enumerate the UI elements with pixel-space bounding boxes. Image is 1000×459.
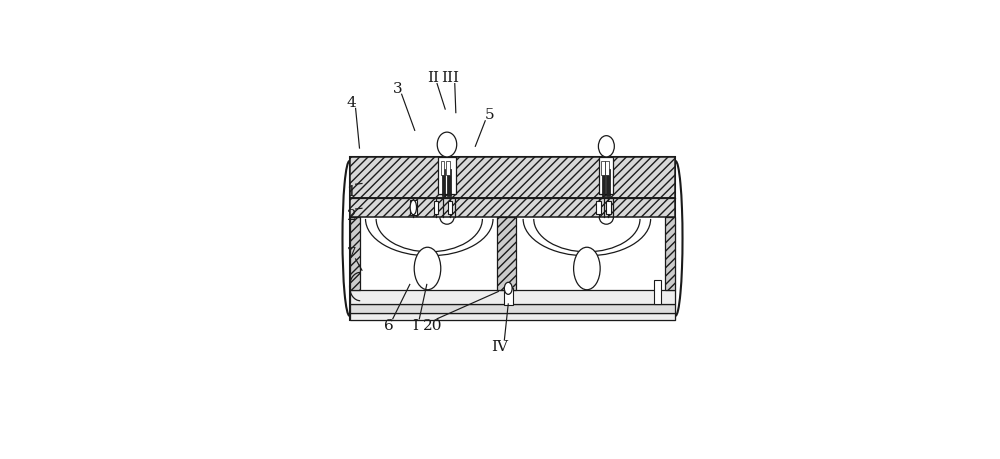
Text: IV: IV <box>492 340 509 353</box>
Bar <box>350 291 675 304</box>
Bar <box>442 170 445 196</box>
Bar <box>654 280 661 304</box>
Bar <box>350 218 360 291</box>
Text: I: I <box>412 319 418 332</box>
Text: 6: 6 <box>384 319 393 332</box>
Bar <box>497 218 516 291</box>
Bar <box>447 170 451 196</box>
Bar <box>410 200 417 216</box>
Bar <box>441 162 444 176</box>
Bar <box>350 198 675 218</box>
Ellipse shape <box>574 248 600 290</box>
Bar <box>599 157 613 195</box>
Bar <box>606 201 611 215</box>
Text: 4: 4 <box>346 96 356 110</box>
Text: 5: 5 <box>485 108 494 122</box>
Bar <box>601 162 605 176</box>
Text: II: II <box>427 71 439 85</box>
Bar <box>602 170 605 196</box>
Bar <box>504 289 512 306</box>
Ellipse shape <box>504 283 512 295</box>
Ellipse shape <box>437 133 457 157</box>
Text: 20: 20 <box>423 319 443 332</box>
Ellipse shape <box>410 201 417 215</box>
Bar <box>596 201 601 215</box>
Ellipse shape <box>598 136 614 157</box>
Bar <box>350 304 675 314</box>
Bar <box>434 201 438 215</box>
Text: 2: 2 <box>346 209 356 223</box>
Bar <box>606 170 610 196</box>
Bar <box>446 162 450 176</box>
Text: 3: 3 <box>393 82 402 95</box>
Bar <box>448 201 452 215</box>
Text: III: III <box>442 71 460 85</box>
Ellipse shape <box>414 248 441 290</box>
Bar <box>665 218 675 291</box>
Bar <box>350 314 675 320</box>
Text: 7: 7 <box>347 246 356 260</box>
Bar <box>350 157 675 320</box>
Text: 1: 1 <box>346 184 356 198</box>
Bar <box>438 157 456 195</box>
Bar <box>350 157 675 198</box>
Bar <box>605 162 609 176</box>
